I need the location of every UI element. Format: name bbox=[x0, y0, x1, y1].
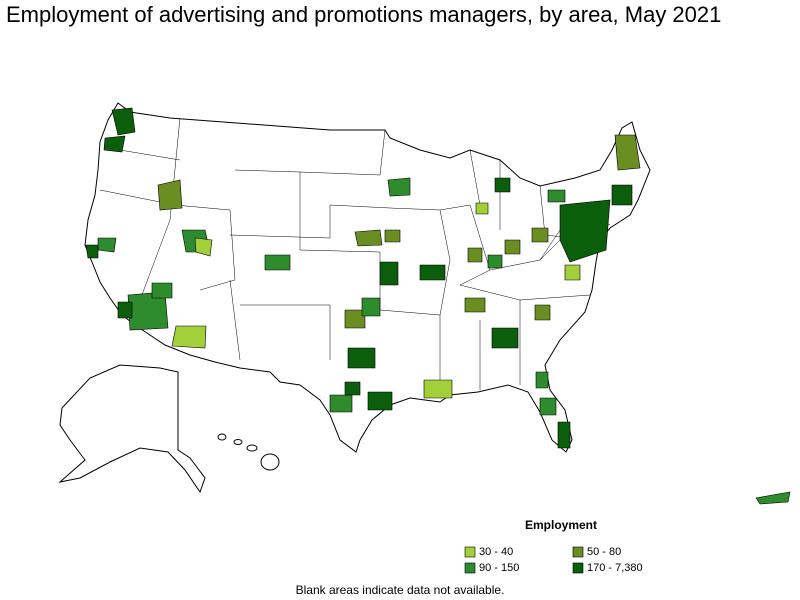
area bbox=[755, 491, 791, 505]
area bbox=[329, 394, 353, 413]
legend-swatch bbox=[464, 562, 476, 574]
legend-swatch bbox=[464, 546, 476, 558]
area bbox=[367, 391, 393, 411]
area bbox=[611, 184, 633, 206]
state-borders bbox=[99, 117, 611, 395]
title: Employment of advertising and promotions… bbox=[6, 2, 721, 27]
legend-swatch bbox=[572, 562, 584, 574]
area bbox=[559, 199, 611, 263]
area bbox=[347, 347, 376, 369]
alaska bbox=[58, 364, 206, 494]
area bbox=[467, 247, 483, 263]
area bbox=[487, 254, 503, 269]
area bbox=[494, 177, 511, 193]
area bbox=[379, 261, 399, 286]
legend-label: 90 - 150 bbox=[479, 562, 519, 574]
area bbox=[171, 325, 207, 349]
area bbox=[419, 264, 446, 281]
area bbox=[557, 421, 571, 449]
legend: Employment 30 - 40 90 - 150 50 - 80 170 - 7… bbox=[464, 518, 643, 574]
area bbox=[151, 282, 173, 299]
area bbox=[344, 309, 366, 329]
area bbox=[504, 239, 521, 255]
area bbox=[111, 107, 136, 136]
area bbox=[157, 179, 183, 211]
area bbox=[464, 297, 486, 313]
area bbox=[194, 237, 213, 257]
area bbox=[539, 397, 557, 416]
area bbox=[423, 379, 453, 399]
map bbox=[58, 102, 791, 505]
area bbox=[535, 371, 549, 389]
area bbox=[85, 244, 99, 259]
area bbox=[531, 227, 549, 243]
area bbox=[384, 229, 401, 243]
area bbox=[264, 254, 291, 271]
area bbox=[344, 381, 361, 396]
area bbox=[103, 135, 126, 153]
legend-title: Employment bbox=[525, 518, 597, 532]
area bbox=[547, 189, 566, 203]
area bbox=[614, 134, 641, 171]
legend-swatch bbox=[572, 546, 584, 558]
legend-label: 170 - 7,380 bbox=[587, 562, 643, 574]
area bbox=[117, 301, 133, 319]
employment-areas bbox=[85, 107, 791, 505]
area bbox=[491, 327, 519, 349]
area bbox=[97, 237, 117, 253]
area bbox=[534, 304, 551, 321]
area bbox=[361, 297, 381, 317]
legend-label: 50 - 80 bbox=[587, 546, 621, 558]
legend-label: 30 - 40 bbox=[479, 546, 513, 558]
footnote: Blank areas indicate data not available. bbox=[296, 583, 505, 597]
area bbox=[475, 202, 489, 215]
area bbox=[564, 264, 581, 281]
hawaii bbox=[217, 433, 280, 471]
area bbox=[387, 177, 411, 197]
area bbox=[354, 229, 383, 247]
